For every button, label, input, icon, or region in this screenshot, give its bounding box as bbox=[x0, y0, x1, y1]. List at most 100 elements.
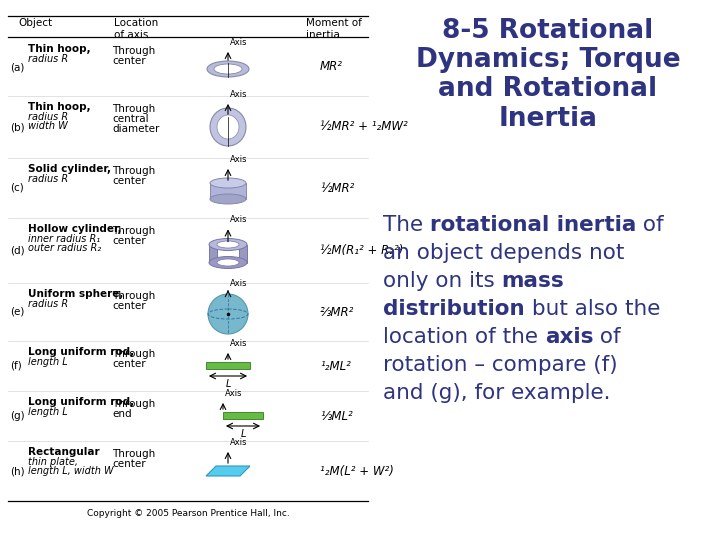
Text: center: center bbox=[112, 56, 145, 66]
Text: center: center bbox=[112, 236, 145, 246]
Text: ¹₂ML²: ¹₂ML² bbox=[320, 360, 351, 373]
Text: Thin hoop,: Thin hoop, bbox=[28, 44, 91, 54]
FancyBboxPatch shape bbox=[209, 245, 217, 262]
Text: Through: Through bbox=[112, 104, 156, 114]
Ellipse shape bbox=[209, 239, 247, 251]
FancyBboxPatch shape bbox=[206, 362, 250, 369]
Text: Moment of
inertia: Moment of inertia bbox=[306, 18, 362, 40]
Text: Axis: Axis bbox=[230, 339, 248, 348]
Polygon shape bbox=[206, 466, 250, 476]
Text: ½M(R₁² + R₂²): ½M(R₁² + R₂²) bbox=[320, 244, 403, 257]
Text: width W: width W bbox=[28, 121, 68, 131]
Text: ⅔MR²: ⅔MR² bbox=[320, 306, 354, 319]
Text: thin plate,: thin plate, bbox=[28, 457, 78, 467]
Text: rotational inertia: rotational inertia bbox=[430, 215, 636, 235]
Text: (f): (f) bbox=[10, 361, 22, 371]
Text: Object: Object bbox=[18, 18, 52, 28]
Text: axis: axis bbox=[545, 327, 593, 347]
Text: MR²: MR² bbox=[320, 60, 343, 73]
Text: Axis: Axis bbox=[230, 438, 248, 447]
Text: Dynamics; Torque: Dynamics; Torque bbox=[415, 47, 680, 73]
Text: central: central bbox=[112, 114, 148, 124]
Text: (c): (c) bbox=[10, 183, 24, 193]
Text: length L: length L bbox=[28, 357, 68, 367]
Text: (b): (b) bbox=[10, 122, 24, 132]
Ellipse shape bbox=[207, 61, 249, 77]
Text: ¹₂M(L² + W²): ¹₂M(L² + W²) bbox=[320, 464, 394, 477]
Text: of: of bbox=[593, 327, 621, 347]
Text: Long uniform rod,: Long uniform rod, bbox=[28, 347, 134, 357]
Text: of: of bbox=[636, 215, 664, 235]
Text: diameter: diameter bbox=[112, 124, 159, 134]
FancyBboxPatch shape bbox=[223, 412, 263, 419]
Ellipse shape bbox=[210, 194, 246, 204]
Text: ⅓ML²: ⅓ML² bbox=[320, 409, 353, 422]
Ellipse shape bbox=[217, 115, 239, 139]
Text: Axis: Axis bbox=[230, 155, 248, 164]
Text: end: end bbox=[112, 409, 132, 419]
Text: an object depends not: an object depends not bbox=[383, 243, 624, 263]
Text: Inertia: Inertia bbox=[498, 106, 598, 132]
Text: (d): (d) bbox=[10, 246, 24, 255]
Text: Axis: Axis bbox=[230, 279, 248, 288]
Circle shape bbox=[208, 294, 248, 334]
Text: radius R: radius R bbox=[28, 299, 68, 309]
Text: Solid cylinder,: Solid cylinder, bbox=[28, 164, 111, 174]
Text: Axis: Axis bbox=[230, 90, 248, 99]
Text: outer radius R₂: outer radius R₂ bbox=[28, 243, 101, 253]
Text: Axis: Axis bbox=[225, 389, 243, 398]
Text: ½MR²: ½MR² bbox=[320, 181, 354, 194]
Text: Through: Through bbox=[112, 449, 156, 459]
Text: Through: Through bbox=[112, 349, 156, 359]
FancyBboxPatch shape bbox=[239, 245, 247, 262]
Ellipse shape bbox=[217, 241, 239, 248]
Text: Axis: Axis bbox=[230, 215, 248, 225]
Text: Copyright © 2005 Pearson Prentice Hall, Inc.: Copyright © 2005 Pearson Prentice Hall, … bbox=[86, 509, 289, 518]
Text: rotation – compare (f): rotation – compare (f) bbox=[383, 355, 618, 375]
Ellipse shape bbox=[217, 259, 239, 266]
Text: but also the: but also the bbox=[525, 299, 660, 319]
Text: and (g), for example.: and (g), for example. bbox=[383, 383, 611, 403]
Text: L: L bbox=[240, 429, 246, 439]
Text: (g): (g) bbox=[10, 411, 24, 421]
Text: length L: length L bbox=[28, 407, 68, 417]
Text: Through: Through bbox=[112, 46, 156, 56]
Text: length L, width W: length L, width W bbox=[28, 466, 114, 476]
Text: Thin hoop,: Thin hoop, bbox=[28, 102, 91, 112]
FancyBboxPatch shape bbox=[210, 183, 246, 199]
Text: (a): (a) bbox=[10, 62, 24, 72]
Text: (h): (h) bbox=[10, 466, 24, 476]
Text: radius R: radius R bbox=[28, 54, 68, 64]
Text: The: The bbox=[383, 215, 430, 235]
Ellipse shape bbox=[209, 256, 247, 268]
Text: Location
of axis: Location of axis bbox=[114, 18, 158, 40]
Ellipse shape bbox=[214, 64, 242, 74]
Text: center: center bbox=[112, 176, 145, 186]
Text: Through: Through bbox=[112, 291, 156, 301]
Text: inner radius R₁: inner radius R₁ bbox=[28, 234, 100, 244]
Text: Uniform sphere,: Uniform sphere, bbox=[28, 289, 123, 299]
Text: L: L bbox=[225, 379, 230, 389]
Text: Axis: Axis bbox=[230, 38, 248, 47]
Text: center: center bbox=[112, 359, 145, 369]
Text: center: center bbox=[112, 459, 145, 469]
Text: Through: Through bbox=[112, 226, 156, 236]
Text: Rectangular: Rectangular bbox=[28, 447, 99, 457]
Text: Long uniform rod,: Long uniform rod, bbox=[28, 397, 134, 407]
Text: 8-5 Rotational: 8-5 Rotational bbox=[442, 17, 654, 44]
Ellipse shape bbox=[210, 108, 246, 146]
Text: Through: Through bbox=[112, 166, 156, 176]
Text: center: center bbox=[112, 301, 145, 311]
Text: radius R: radius R bbox=[28, 174, 68, 184]
Text: (e): (e) bbox=[10, 307, 24, 317]
Text: radius R: radius R bbox=[28, 112, 68, 122]
Text: distribution: distribution bbox=[383, 299, 525, 319]
Text: and Rotational: and Rotational bbox=[438, 76, 657, 103]
Text: Hollow cylinder,: Hollow cylinder, bbox=[28, 224, 122, 234]
Text: Through: Through bbox=[112, 399, 156, 409]
Text: location of the: location of the bbox=[383, 327, 545, 347]
Text: only on its: only on its bbox=[383, 271, 502, 291]
Ellipse shape bbox=[210, 178, 246, 188]
Text: ½MR² + ¹₂MW²: ½MR² + ¹₂MW² bbox=[320, 120, 408, 133]
Text: mass: mass bbox=[502, 271, 564, 291]
